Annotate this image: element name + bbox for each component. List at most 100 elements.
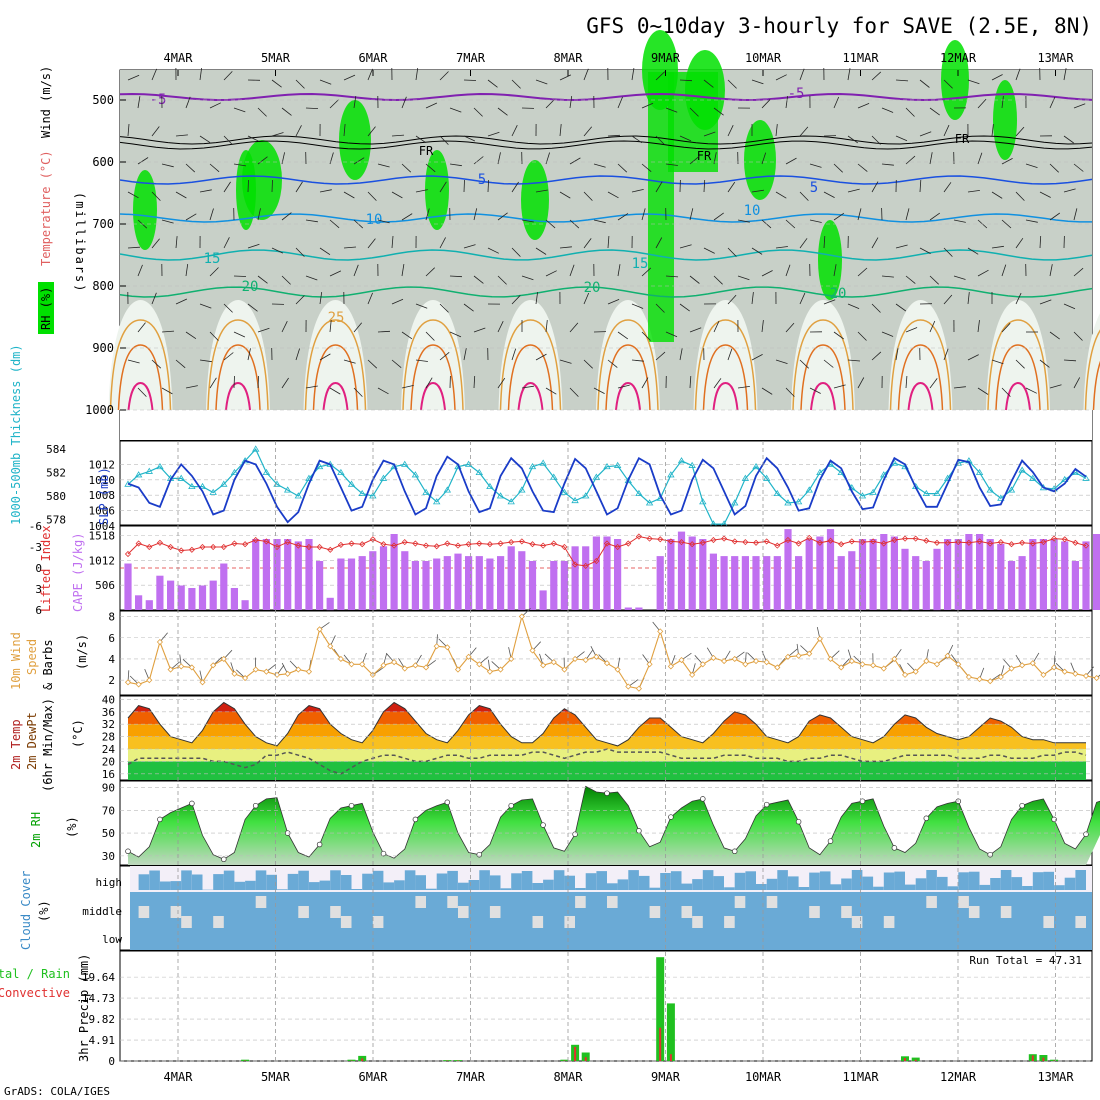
wind-barb [895,244,908,249]
profile-labels: RH (%) Temperature (°C) Wind (m/s) (mill… [38,66,87,334]
cloud-high-bar [340,875,352,890]
date-label-bottom: 11MAR [842,1070,879,1084]
wind-barb [1063,68,1067,81]
wind-barb [1049,264,1053,277]
wind-barb [967,190,980,193]
cloud-high-bar [159,881,171,890]
date-label-top: 6MAR [359,51,389,65]
isotherm-30 [215,344,261,411]
wind-barb [727,79,737,89]
pressure-axis: 500 600 700 800 900 1000 [85,93,1092,417]
cloud-axis-title: Cloud Cover [19,871,33,950]
wind-speed-point [731,655,738,663]
wind-barb [391,134,405,137]
wind-barb [655,351,666,361]
cloud-clear-gap [532,916,544,928]
rh-tick-label: 50 [102,827,115,840]
thickness-point [134,471,143,478]
wind-barb [929,152,933,165]
wind-barb [511,125,518,137]
wind-speed-point [305,668,313,675]
wind-barb [703,79,714,88]
precip-total-bar [581,1052,590,1061]
slp-tick-label: 1012 [89,458,116,471]
wind-barb [353,387,363,397]
wind-barb [871,303,881,313]
cloud-high-bar [883,872,895,890]
precip-convective-bar [1042,1057,1045,1061]
wind-speed-point [178,663,185,670]
wind-speed-point [657,628,664,635]
wind-barb [473,156,484,165]
thickness-point [731,499,739,506]
wind-barb [689,155,700,165]
date-label-bottom: 9MAR [651,1070,681,1084]
wind-barb [401,163,412,173]
wind-barb [953,219,966,223]
wind-speed-point [146,677,153,684]
cape-bar [837,556,845,610]
precip-total-bar [443,1060,452,1061]
wind-barb [833,331,844,340]
wind-speed-point [561,666,568,673]
rh-axis-title: 2m RH [29,812,43,848]
cape-bar [326,597,334,611]
wind-barb [991,191,1003,199]
cape-bar [826,529,835,610]
cape-bar [528,561,537,610]
precip-convective-bar [659,1027,662,1061]
lifted-index-point [124,550,132,558]
wind-barb [857,267,868,277]
cloud-high-bar [330,870,341,890]
rh-unit: (%) [65,816,79,838]
wind-barb [991,74,1003,81]
cloud-high-bar [383,882,395,890]
temperature-band [128,749,1086,762]
cloud-high-bar [287,873,299,890]
cape-bar [933,548,941,611]
cloud-high-bar [223,870,235,890]
wind-barb [785,387,795,397]
wind-barb [737,219,750,223]
wind-barb [569,96,573,109]
cape-bar [880,534,888,610]
cloud-high-bar [851,870,863,890]
isotherm-25 [207,319,269,411]
wind-barb [1015,237,1024,249]
wind-barb [689,107,699,117]
lifted-index-point [955,539,962,546]
wind-barb [617,264,621,277]
wind-barb [1049,331,1060,340]
lifted-index-point [699,539,706,546]
freezing-label: FR [419,144,434,158]
rh-point [636,828,642,834]
cloud-high-bar [426,888,437,890]
wind-speed-point [242,674,249,682]
rh-point [221,856,227,863]
cloud-high-bar [585,873,597,890]
wind-speed-point [454,666,462,673]
thickness-point [262,468,271,475]
wind-barb [343,246,357,249]
wind-barb [535,247,547,255]
wind-barb [631,68,635,81]
wind-barb [247,179,249,193]
rh-point [189,800,195,807]
wind-barb [449,163,462,167]
wind-barb [209,331,219,341]
wind-speed-point [912,668,919,675]
wind-barb [583,359,593,369]
precip-axis-title: 3hr Precip (mm) [77,954,91,1062]
wind-barb [593,387,605,394]
precip-total-bar [911,1057,920,1061]
wind-barb [593,219,606,224]
wind-barb [559,74,572,81]
rh-point [891,845,898,851]
wind-speed-point [891,655,898,663]
lifted-index-point [210,543,217,551]
wind-barb [857,377,865,389]
rh-point [572,831,578,837]
wind-tick-label: 2 [108,674,115,687]
wind-barb [617,96,623,109]
wind-barb [233,331,246,338]
